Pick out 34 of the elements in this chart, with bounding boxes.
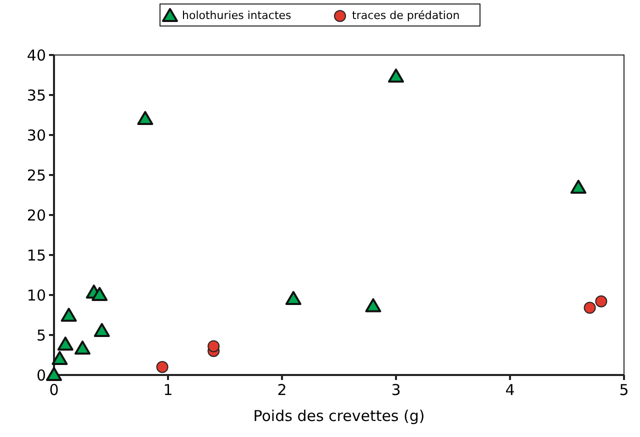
point: [92, 287, 108, 301]
x-tick-label: 0: [49, 381, 59, 399]
legend-label: traces de prédation: [352, 8, 460, 22]
point: [94, 323, 110, 337]
y-tick-label: 20: [26, 206, 46, 224]
point: [46, 367, 62, 381]
point: [137, 111, 154, 125]
y-tick-label: 15: [26, 246, 46, 264]
x-tick-label: 2: [277, 381, 287, 399]
point: [570, 180, 586, 194]
point: [74, 340, 90, 355]
point: [584, 302, 596, 314]
x-tick-label: 1: [163, 381, 173, 399]
y-tick-label: 25: [26, 166, 46, 184]
point: [208, 340, 220, 352]
y-tick-label: 35: [26, 86, 46, 104]
x-tick-label: 3: [391, 381, 401, 399]
point: [595, 295, 608, 308]
y-tick-label: 40: [26, 46, 46, 64]
point: [365, 298, 382, 312]
point: [285, 291, 302, 305]
y-tick-label: 0: [36, 366, 46, 384]
point: [156, 361, 168, 373]
y-tick-label: 5: [36, 326, 46, 344]
point: [57, 336, 74, 351]
x-tick-label: 5: [619, 381, 629, 399]
point: [60, 308, 77, 322]
legend-label: holothuries intactes: [182, 8, 292, 22]
point: [52, 351, 68, 365]
y-tick-label: 30: [26, 126, 46, 144]
y-tick-label: 10: [26, 286, 46, 304]
x-tick-label: 4: [505, 381, 515, 399]
point: [388, 68, 404, 83]
x-axis-title: Poids des crevettes (g): [253, 407, 425, 425]
